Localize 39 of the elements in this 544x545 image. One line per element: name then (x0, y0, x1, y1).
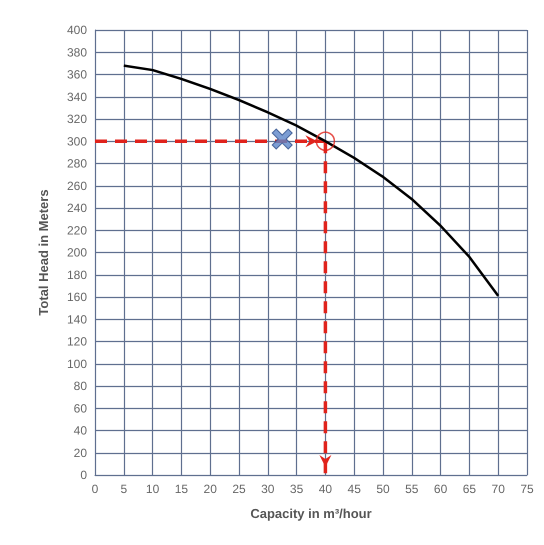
y-tick-label: 360 (66, 68, 88, 82)
y-tick-label: 340 (66, 90, 88, 104)
x-tick-label: 20 (204, 482, 218, 496)
y-tick-label: 280 (66, 156, 88, 170)
y-tick-label: 240 (66, 201, 88, 215)
x-tick-label: 15 (174, 482, 188, 496)
y-tick-label: 260 (66, 178, 88, 193)
y-tick-label: 140 (66, 312, 88, 326)
y-tick-label: 20 (74, 446, 88, 460)
x-tick-label: 60 (434, 482, 448, 496)
x-axis-title: Capacity in m³/hour (250, 506, 372, 521)
x-tick-label: 45 (348, 482, 362, 496)
y-tick-label: 400 (66, 23, 88, 37)
y-tick-label: 380 (66, 45, 88, 60)
x-tick-label: 65 (462, 482, 476, 496)
y-tick-label: 320 (66, 112, 88, 126)
x-tick-label: 5 (120, 482, 128, 496)
x-tick-label: 40 (318, 482, 332, 496)
y-tick-label: 300 (66, 134, 88, 148)
y-tick-label: 100 (66, 356, 88, 371)
y-tick-label: 160 (66, 290, 88, 304)
x-tick-label: 70 (492, 482, 506, 496)
x-tick-label: 25 (232, 482, 246, 496)
y-axis-title: Total Head in Meters (36, 189, 51, 316)
y-tick-label: 40 (74, 424, 88, 438)
x-tick-label: 35 (290, 482, 304, 496)
y-tick-label: 220 (66, 223, 88, 238)
y-tick-label: 180 (66, 268, 88, 282)
x-tick-label: 50 (376, 482, 390, 496)
y-tick-label: 200 (66, 246, 88, 260)
y-tick-label: 60 (74, 401, 88, 416)
y-tick-label: 0 (80, 468, 88, 482)
y-tick-label: 120 (66, 334, 88, 348)
x-tick-label: 30 (261, 482, 275, 496)
y-tick-label: 80 (74, 379, 88, 393)
x-tick-label: 75 (520, 482, 534, 496)
x-tick-label: 0 (92, 482, 99, 496)
x-tick-label: 55 (405, 482, 419, 496)
x-tick-label: 10 (146, 482, 160, 496)
